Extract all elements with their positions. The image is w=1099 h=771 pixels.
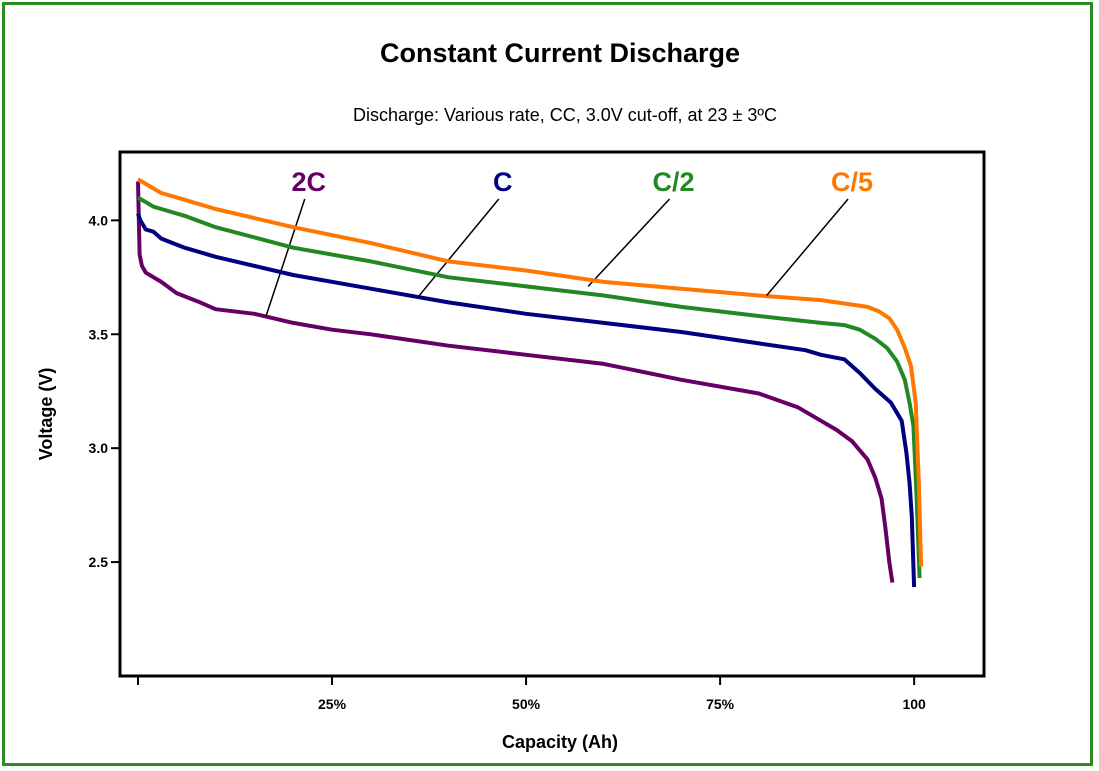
series-label: 2C: [291, 167, 326, 197]
y-tick-label: 3.0: [89, 440, 109, 456]
series-line-2: [137, 195, 922, 579]
x-axis-label: Capacity (Ah): [502, 732, 618, 752]
series-leader-line: [587, 198, 671, 287]
plot-area: [118, 150, 986, 678]
chart-title: Constant Current Discharge: [380, 38, 740, 68]
series-layer: 2C C C/2 C/5: [136, 167, 924, 588]
series-line-3: [136, 177, 924, 567]
series-leader-line: [265, 198, 306, 317]
series-line-1: [136, 212, 917, 588]
y-axis-label: Voltage (V): [36, 368, 56, 461]
series-line-0: [136, 181, 895, 583]
y-tick-label: 2.5: [89, 554, 109, 570]
x-tick-label: 75%: [706, 696, 735, 712]
series-label: C: [493, 167, 513, 197]
series-label: C/5: [831, 167, 873, 197]
x-tick-label: 25%: [318, 696, 347, 712]
x-tick-label: 100: [902, 696, 926, 712]
series-leader-line: [416, 198, 500, 299]
x-tick-label: 50%: [512, 696, 541, 712]
series-label: C/2: [653, 167, 695, 197]
axis-layer: 25% 50% 75% 100 2.5 3.0 3.5 4.0: [89, 212, 927, 712]
y-tick-label: 3.5: [89, 326, 109, 342]
chart-subtitle: Discharge: Various rate, CC, 3.0V cut-of…: [353, 105, 777, 125]
y-tick-label: 4.0: [89, 212, 109, 228]
series-leader-line: [766, 198, 849, 297]
